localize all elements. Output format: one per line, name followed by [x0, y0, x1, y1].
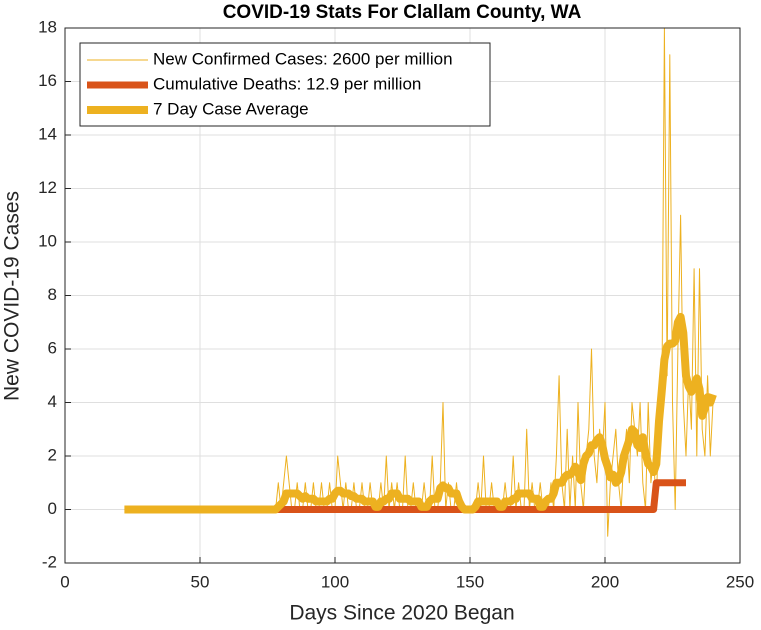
x-tick-label: 250	[726, 572, 754, 591]
x-tick-label: 200	[591, 572, 619, 591]
legend-box	[79, 42, 491, 127]
x-tick-label: 150	[456, 572, 484, 591]
y-tick-label: 0	[48, 499, 57, 518]
y-tick-label: 18	[38, 17, 57, 36]
chart-title: COVID-19 Stats For Clallam County, WA	[223, 2, 582, 23]
legend: New Confirmed Cases: 2600 per million Cum…	[79, 42, 491, 127]
legend-label: New Confirmed Cases: 2600 per million	[153, 49, 453, 68]
y-tick-label: 2	[48, 445, 57, 464]
legend-label: 7 Day Case Average	[153, 99, 309, 118]
y-axis-label: New COVID-19 Cases	[1, 191, 24, 401]
y-tick-label: 4	[48, 392, 57, 411]
y-tick-label: 12	[38, 178, 57, 197]
y-tick-label: 16	[38, 71, 57, 90]
line-series	[123, 312, 717, 514]
y-tick-label: 14	[38, 124, 57, 143]
y-tick-label: -2	[42, 552, 57, 571]
y-tick-label: 10	[38, 231, 57, 250]
x-tick-label: 0	[60, 572, 69, 591]
axes-box	[64, 27, 741, 564]
legend-label: Cumulative Deaths: 12.9 per million	[153, 74, 421, 93]
line-series	[274, 479, 687, 513]
x-tick-label: 50	[191, 572, 210, 591]
x-tick-label: 100	[321, 572, 349, 591]
x-axis-label: Days Since 2020 Began	[289, 602, 514, 625]
y-tick-label: 6	[48, 338, 57, 357]
y-tick-label: 8	[48, 285, 57, 304]
